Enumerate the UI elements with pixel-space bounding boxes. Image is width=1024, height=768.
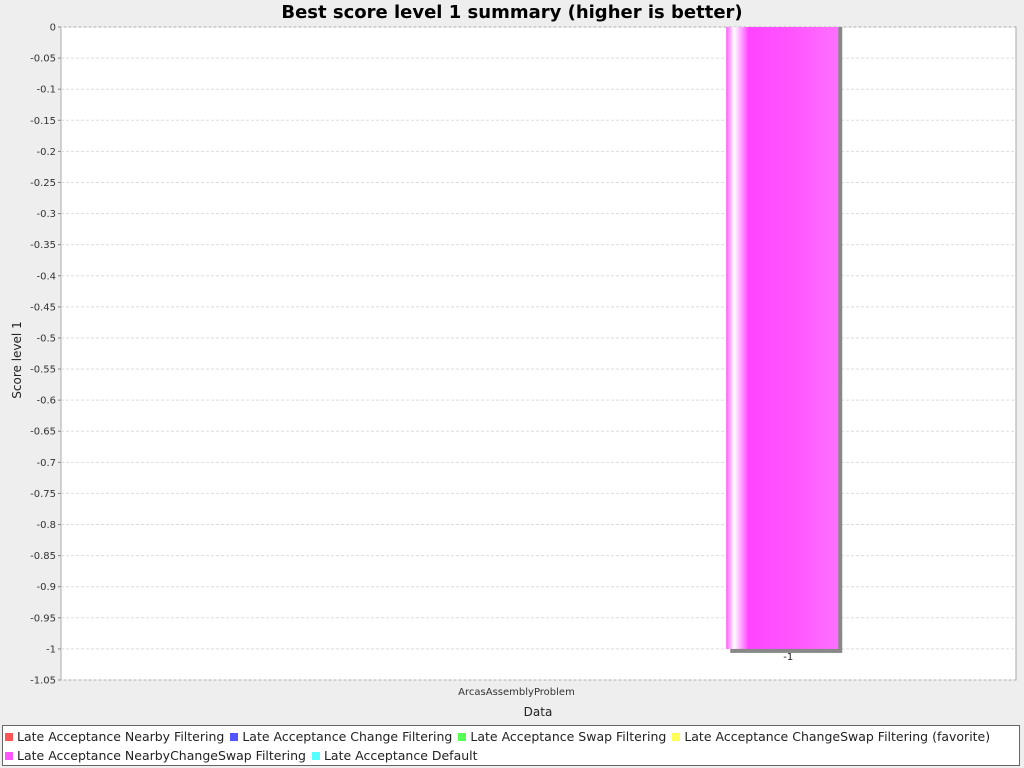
- legend-item: Late Acceptance ChangeSwap Filtering (fa…: [672, 727, 990, 746]
- y-tick-label: -0.1: [36, 85, 56, 96]
- y-tick-label: -0.8: [36, 520, 56, 531]
- y-tick-label: 0: [50, 23, 56, 34]
- y-tick-label: -0.3: [36, 209, 56, 220]
- y-tick-label: -0.15: [30, 116, 56, 127]
- y-tick-label: -0.05: [30, 54, 56, 65]
- bar: [726, 27, 839, 649]
- bars: -1: [726, 27, 843, 663]
- legend-label: Late Acceptance Change Filtering: [242, 729, 453, 744]
- legend-label: Late Acceptance Swap Filtering: [470, 729, 667, 744]
- legend-label: Late Acceptance NearbyChangeSwap Filteri…: [17, 748, 306, 763]
- y-tick-label: -0.95: [30, 613, 56, 624]
- chart-title: Best score level 1 summary (higher is be…: [281, 2, 742, 23]
- y-tick-label: -0.2: [36, 147, 56, 158]
- x-axis-title: Data: [524, 705, 553, 719]
- y-tick-label: -0.6: [36, 396, 56, 407]
- x-axis-categories: ArcasAssemblyProblem: [458, 687, 575, 698]
- y-tick-label: -0.45: [30, 302, 56, 313]
- plot-area: [60, 26, 1017, 681]
- y-tick-label: -0.25: [30, 178, 56, 189]
- y-tick-label: -0.55: [30, 365, 56, 376]
- legend-swatch: [5, 732, 13, 741]
- chart: Best score level 1 summary (higher is be…: [10, 2, 1017, 719]
- legend-item: Late Acceptance Change Filtering: [230, 727, 452, 746]
- y-tick-label: -0.75: [30, 489, 56, 500]
- x-category-label: ArcasAssemblyProblem: [458, 687, 575, 698]
- legend-item: Late Acceptance Default: [311, 746, 478, 765]
- y-tick-label: -0.7: [36, 458, 56, 469]
- y-tick-label: -1.05: [30, 676, 56, 687]
- y-tick-label: -0.85: [30, 551, 56, 562]
- bar-data-label: -1: [783, 652, 793, 663]
- legend-swatch: [311, 751, 320, 760]
- legend-label: Late Acceptance Default: [323, 748, 478, 763]
- legend-item: Late Acceptance NearbyChangeSwap Filteri…: [5, 746, 306, 765]
- y-tick-label: -0.65: [30, 427, 56, 438]
- legend-swatch: [5, 751, 13, 760]
- y-tick-label: -0.35: [30, 240, 56, 251]
- legend-item: Late Acceptance Nearby Filtering: [5, 727, 224, 746]
- legend: Late Acceptance Nearby Filtering Late Acc…: [2, 725, 1020, 766]
- y-axis-ticks: 0 -0.05 -0.1 -0.15 -0.2 -0.25 -0.3 -0.35 -0.4 -0.…: [30, 23, 61, 687]
- legend-item: Late Acceptance Swap Filtering: [458, 727, 666, 746]
- y-tick-label: -0.9: [36, 582, 56, 593]
- y-axis-title: Score level 1: [10, 321, 24, 398]
- y-tick-label: -0.4: [36, 271, 56, 282]
- y-tick-label: -1: [46, 644, 56, 655]
- legend-swatch: [458, 732, 467, 741]
- y-tick-label: -0.5: [36, 333, 56, 344]
- legend-swatch: [230, 732, 239, 741]
- legend-label: Late Acceptance ChangeSwap Filtering (fa…: [684, 729, 991, 744]
- legend-label: Late Acceptance Nearby Filtering: [17, 729, 225, 744]
- grid-lines: [61, 26, 1016, 681]
- legend-swatch: [672, 732, 681, 741]
